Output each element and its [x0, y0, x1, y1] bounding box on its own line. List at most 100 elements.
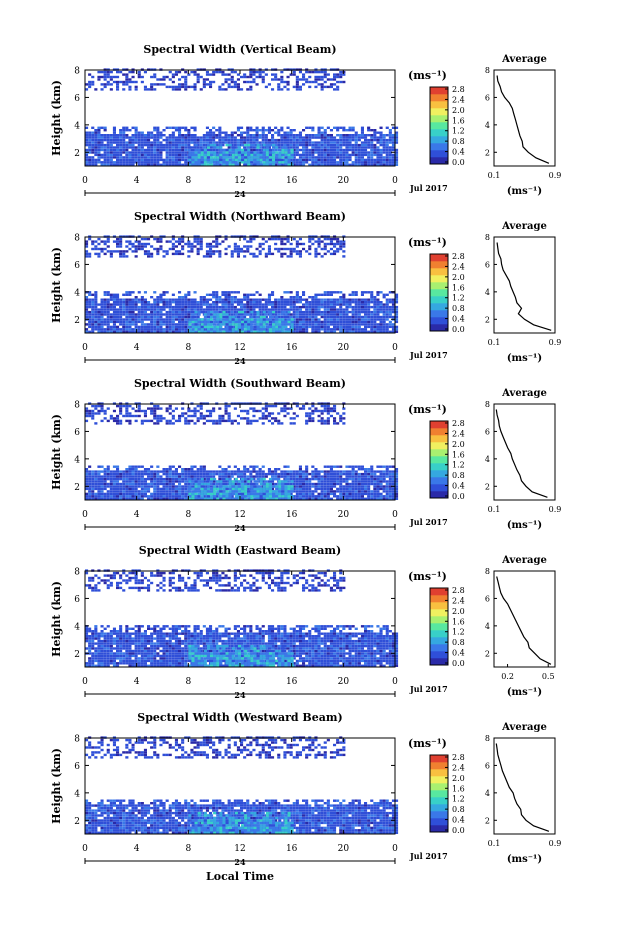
heatmap-cell [200, 323, 204, 326]
heatmap-cell [125, 315, 129, 319]
heatmap-cell [323, 252, 327, 256]
heatmap-cell [181, 497, 185, 500]
heatmap-cell [326, 136, 330, 139]
heatmap-cell [234, 163, 238, 166]
heatmap-cell [333, 75, 337, 79]
heatmap-cell [106, 475, 110, 478]
heatmap-cell [190, 468, 194, 471]
heatmap-cell [119, 148, 123, 152]
heatmap-cell [202, 80, 206, 84]
heatmap-cell [268, 156, 272, 159]
heatmap-cell [336, 73, 340, 76]
heatmap-cell [274, 78, 278, 81]
heatmap-cell [354, 158, 358, 162]
heatmap-cell [106, 240, 110, 243]
heatmap-cell [112, 305, 116, 309]
heatmap-cell [100, 475, 104, 478]
heatmap-cell [345, 330, 349, 333]
heatmap-cell [258, 252, 262, 256]
heatmap-cell [215, 242, 219, 246]
heatmap-cell [91, 320, 95, 324]
heatmap-cell [178, 296, 182, 299]
heatmap-cell [373, 151, 377, 154]
heatmap-cell [388, 330, 392, 333]
heatmap-cell [131, 492, 135, 496]
heatmap-cell [305, 161, 309, 164]
heatmap-cell [209, 141, 213, 144]
heatmap-cell [323, 325, 327, 329]
heatmap-cell [109, 497, 113, 500]
heatmap-cell [140, 477, 144, 481]
heatmap-cell [168, 465, 172, 468]
heatmap-cell [280, 303, 284, 306]
heatmap-cell [178, 134, 182, 137]
heatmap-cell [228, 158, 232, 162]
heatmap-cell [100, 480, 104, 483]
heatmap-cell [395, 141, 399, 144]
heatmap-cell [246, 477, 250, 481]
heatmap-cell [147, 308, 151, 311]
heatmap-cell [116, 482, 120, 486]
heatmap-cell [178, 158, 182, 162]
heatmap-cell [171, 242, 175, 246]
heatmap-cell [354, 156, 358, 159]
heatmap-cell [302, 136, 306, 139]
heatmap-cell [388, 320, 392, 324]
heatmap-cell [200, 325, 204, 329]
heatmap-cell [320, 75, 324, 79]
heatmap-cell [125, 490, 129, 493]
heatmap-cell [320, 313, 324, 316]
heatmap-cell [292, 136, 296, 139]
heatmap-cell [268, 163, 272, 166]
heatmap-cell [354, 301, 358, 304]
colorbar-tick-label: 1.6 [452, 283, 465, 292]
heatmap-cell [391, 330, 395, 333]
colorbar-segment [430, 324, 448, 332]
heatmap-cell [171, 477, 175, 481]
heatmap-cell [100, 310, 104, 314]
heatmap-cell [379, 148, 383, 152]
heatmap-cell [159, 497, 163, 500]
heatmap-cell [382, 305, 386, 309]
heatmap-cell [97, 136, 101, 139]
heatmap-cell [240, 301, 244, 304]
heatmap-cell [382, 303, 386, 306]
heatmap-cell [213, 315, 217, 319]
heatmap-cell [247, 161, 251, 164]
heatmap-cell [317, 308, 321, 311]
heatmap-cell [91, 158, 95, 162]
heatmap-cell [119, 308, 123, 311]
heatmap-cell [333, 78, 337, 81]
heatmap-cell [339, 158, 343, 162]
heatmap-cell [289, 301, 293, 304]
heatmap-cell [91, 148, 95, 152]
heatmap-cell [125, 310, 129, 314]
heatmap-cell [210, 163, 214, 166]
heatmap-cell [249, 163, 253, 166]
heatmap-cell [264, 134, 268, 137]
heatmap-cell [329, 242, 333, 246]
heatmap-cell [134, 80, 138, 84]
heatmap-cell [94, 480, 98, 483]
heatmap-cell [298, 163, 302, 166]
heatmap-cell [268, 318, 272, 321]
heatmap-cell [336, 310, 340, 314]
heatmap-cell [224, 78, 228, 81]
heatmap-cell [236, 83, 240, 86]
heatmap-cell [233, 291, 237, 294]
heatmap-cell [292, 129, 296, 132]
heatmap-cell [140, 80, 144, 84]
heatmap-cell [311, 305, 315, 309]
heatmap-cell [305, 313, 309, 316]
heatmap-cell [308, 247, 312, 251]
heatmap-cell [227, 141, 231, 144]
heatmap-cell [85, 148, 89, 152]
y-tick-label: 6 [74, 261, 80, 271]
heatmap-cell [295, 252, 299, 256]
heatmap-cell [370, 151, 374, 154]
heatmap-cell [150, 143, 154, 147]
heatmap-cell [357, 163, 361, 166]
heatmap-cell [277, 310, 281, 314]
heatmap-cell [243, 475, 247, 478]
colorbar-segment [430, 115, 448, 123]
